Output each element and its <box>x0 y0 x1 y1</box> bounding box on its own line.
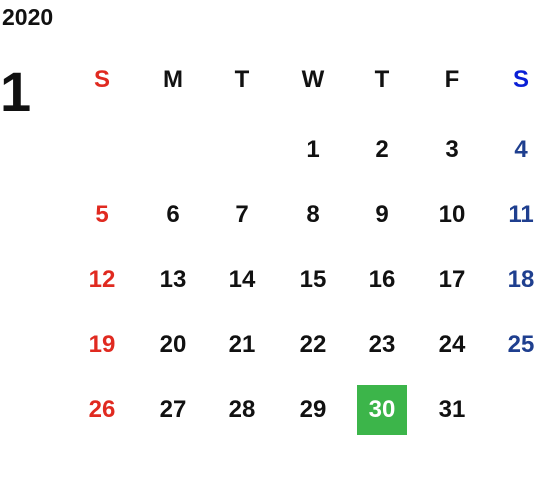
day: 5 <box>95 201 109 228</box>
weekday-label: T <box>234 66 250 93</box>
day: 12 <box>88 266 116 293</box>
day: 23 <box>368 331 396 358</box>
weekday-label: S <box>512 66 529 93</box>
day: 4 <box>514 136 528 163</box>
day: 25 <box>507 331 535 358</box>
day: 13 <box>159 266 187 293</box>
year: 2020 <box>2 4 54 30</box>
day: 17 <box>438 266 466 293</box>
day: 24 <box>438 331 466 358</box>
day: 14 <box>228 266 256 293</box>
weekday-label: S <box>93 66 110 93</box>
weekday-label: W <box>301 66 325 93</box>
day: 28 <box>228 396 256 423</box>
day: 19 <box>88 331 116 358</box>
weekday-label: M <box>163 66 183 93</box>
day: 26 <box>88 396 116 423</box>
selected-day: 30 <box>357 385 407 435</box>
day: 16 <box>368 266 396 293</box>
month: 1 <box>0 60 32 123</box>
day: 27 <box>159 396 187 423</box>
day: 15 <box>299 266 327 293</box>
day: 21 <box>228 331 256 358</box>
day: 20 <box>159 331 187 358</box>
day: 22 <box>299 331 327 358</box>
day: 9 <box>375 201 389 228</box>
day: 8 <box>306 201 320 228</box>
day: 1 <box>306 136 320 163</box>
day: 6 <box>166 201 180 228</box>
weekday-label: F <box>444 66 460 93</box>
day: 18 <box>507 266 535 293</box>
day: 29 <box>299 396 327 423</box>
day: 10 <box>438 201 466 228</box>
day: 31 <box>438 396 466 423</box>
day: 7 <box>235 201 249 228</box>
day: 3 <box>445 136 459 163</box>
weekday-label: T <box>374 66 390 93</box>
day: 11 <box>508 201 534 228</box>
day: 2 <box>375 136 389 163</box>
